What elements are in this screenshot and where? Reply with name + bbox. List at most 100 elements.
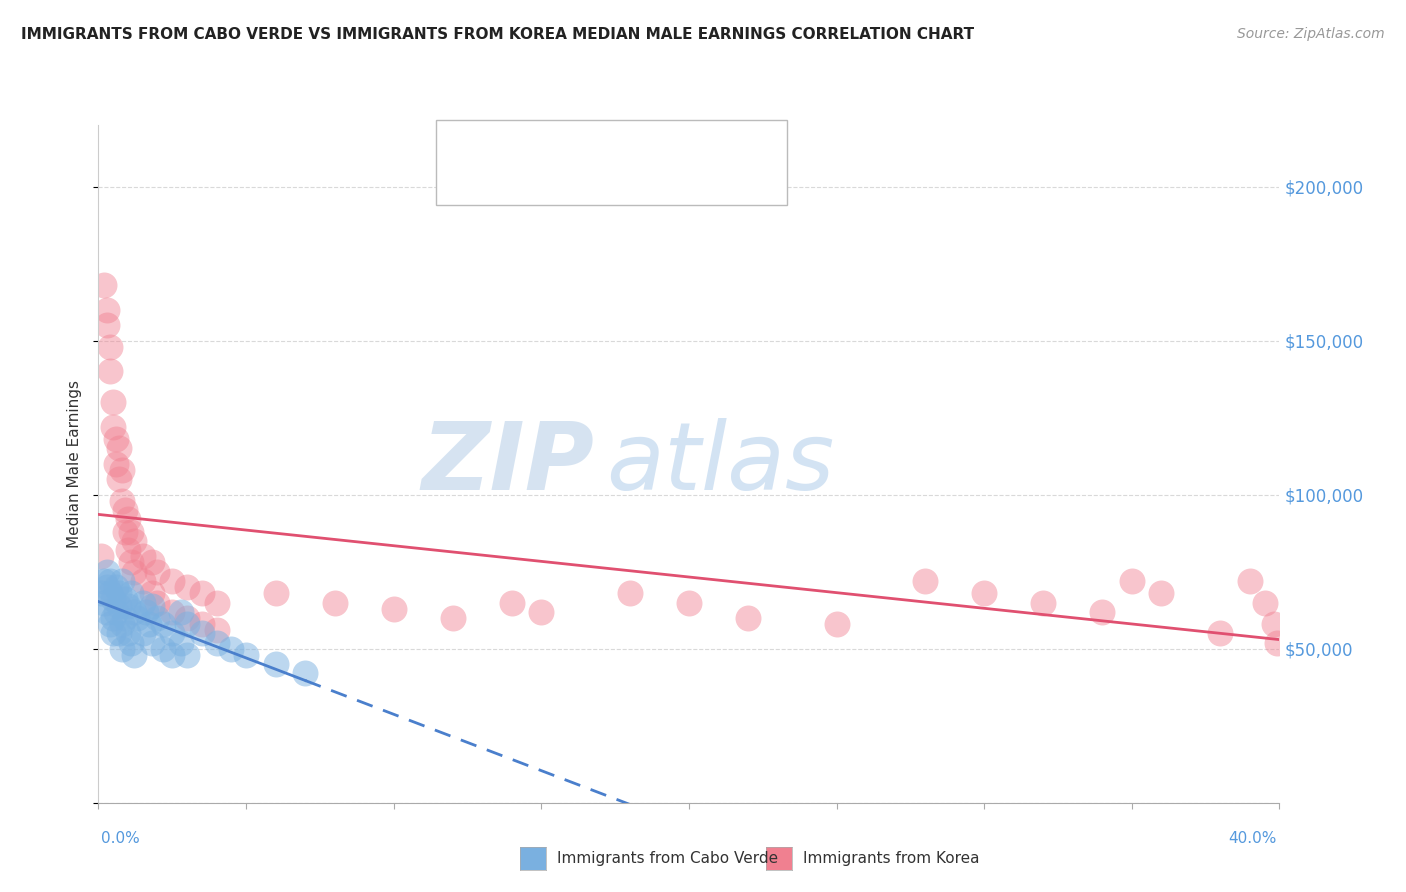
Point: [114, 592, 136, 607]
Point: [103, 420, 125, 434]
Point: [122, 648, 145, 662]
Point: [120, 556, 142, 570]
Point: [294, 666, 316, 681]
Point: [120, 635, 142, 649]
Point: [205, 595, 228, 609]
Text: Immigrants from Cabo Verde: Immigrants from Cabo Verde: [557, 851, 778, 866]
Point: [117, 512, 139, 526]
Point: [93, 595, 115, 609]
Point: [162, 605, 183, 619]
Point: [117, 543, 139, 558]
Text: R = -0.276  N = 50: R = -0.276 N = 50: [499, 145, 644, 159]
Point: [530, 605, 553, 619]
Point: [108, 472, 131, 486]
Point: [111, 493, 134, 508]
Point: [105, 580, 128, 594]
Point: [1032, 595, 1054, 609]
Point: [96, 580, 118, 594]
Point: [108, 626, 131, 640]
Point: [264, 657, 287, 672]
Text: R = -0.070  N = 57: R = -0.070 N = 57: [499, 171, 644, 186]
Point: [114, 524, 136, 539]
Point: [93, 278, 115, 293]
Point: [108, 586, 131, 600]
Point: [162, 574, 183, 588]
Point: [120, 586, 142, 600]
Text: atlas: atlas: [606, 418, 835, 509]
Text: Immigrants from Korea: Immigrants from Korea: [803, 851, 980, 866]
Point: [98, 586, 121, 600]
Point: [98, 364, 121, 378]
Point: [191, 617, 214, 632]
Point: [382, 601, 405, 615]
Point: [96, 318, 118, 333]
Point: [103, 395, 125, 409]
Point: [111, 617, 134, 632]
Point: [176, 617, 198, 632]
Point: [138, 617, 160, 632]
Point: [146, 565, 169, 579]
Text: 40.0%: 40.0%: [1229, 831, 1277, 846]
Point: [146, 611, 169, 625]
Point: [973, 586, 995, 600]
Point: [1254, 595, 1277, 609]
Point: [1239, 574, 1261, 588]
Point: [219, 641, 242, 656]
Point: [141, 599, 163, 613]
Point: [1121, 574, 1143, 588]
Point: [170, 635, 193, 649]
Point: [141, 635, 163, 649]
Point: [678, 595, 700, 609]
Point: [90, 549, 112, 564]
Text: IMMIGRANTS FROM CABO VERDE VS IMMIGRANTS FROM KOREA MEDIAN MALE EARNINGS CORRELA: IMMIGRANTS FROM CABO VERDE VS IMMIGRANTS…: [21, 27, 974, 42]
Point: [117, 626, 139, 640]
Point: [111, 641, 134, 656]
Point: [96, 565, 118, 579]
Point: [162, 626, 183, 640]
Point: [152, 641, 174, 656]
Point: [98, 617, 121, 632]
Point: [191, 626, 214, 640]
Point: [825, 617, 848, 632]
Point: [93, 574, 115, 588]
Point: [135, 605, 157, 619]
Point: [105, 457, 128, 471]
Point: [117, 599, 139, 613]
Point: [191, 586, 214, 600]
Point: [152, 617, 174, 632]
Point: [120, 524, 142, 539]
Point: [205, 624, 228, 638]
Point: [98, 340, 121, 354]
Point: [1265, 635, 1288, 649]
Point: [1209, 626, 1232, 640]
Point: [122, 533, 145, 548]
Y-axis label: Median Male Earnings: Median Male Earnings: [67, 380, 83, 548]
Point: [235, 648, 257, 662]
Point: [96, 605, 118, 619]
Point: [323, 595, 346, 609]
Point: [914, 574, 936, 588]
Point: [105, 432, 128, 446]
Point: [122, 565, 145, 579]
Point: [114, 611, 136, 625]
Point: [122, 605, 145, 619]
Point: [132, 595, 155, 609]
Point: [132, 574, 155, 588]
Text: 0.0%: 0.0%: [101, 831, 141, 846]
Point: [176, 611, 198, 625]
Point: [1150, 586, 1173, 600]
Point: [111, 463, 134, 477]
Point: [205, 635, 228, 649]
Point: [146, 595, 169, 609]
Point: [1263, 617, 1285, 632]
Point: [176, 580, 198, 594]
Point: [125, 611, 148, 625]
Point: [619, 586, 641, 600]
Point: [176, 648, 198, 662]
Point: [103, 611, 125, 625]
Point: [264, 586, 287, 600]
Point: [132, 549, 155, 564]
Point: [96, 302, 118, 317]
Point: [114, 503, 136, 517]
Point: [141, 586, 163, 600]
